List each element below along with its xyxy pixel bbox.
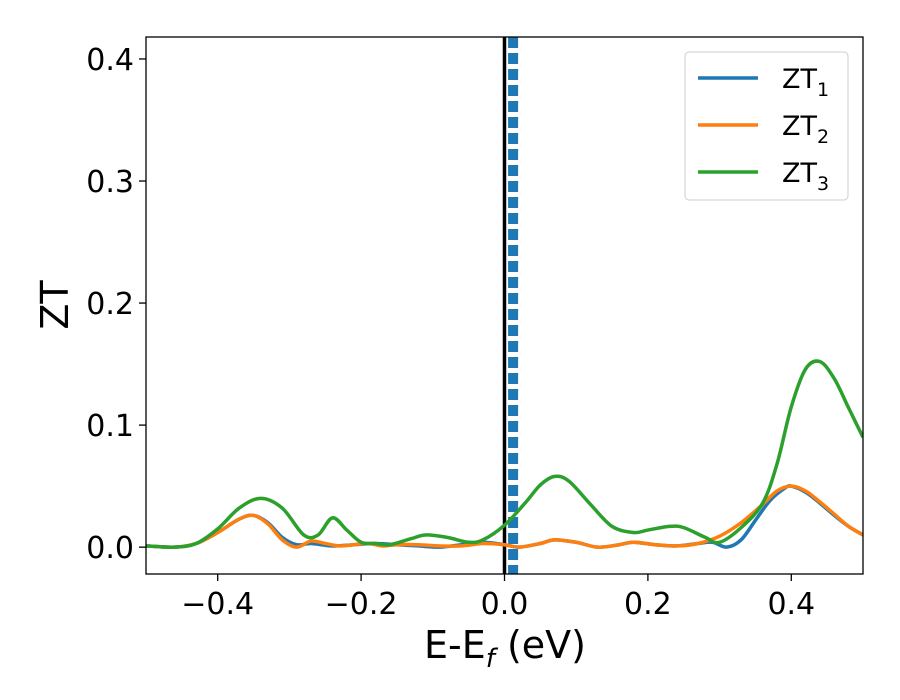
legend-label-zt1: ZT1 [782, 64, 829, 101]
x-tick-label: −0.2 [325, 587, 398, 622]
x-axis-label: E-Ef (eV) [424, 623, 586, 674]
x-tick-label: 0.2 [624, 587, 672, 622]
x-tick-label: 0.4 [767, 587, 815, 622]
y-axis: 0.0 0.1 0.2 0.3 0.4 [86, 43, 146, 566]
series-line-zt2 [146, 484, 863, 549]
y-tick-label: 0.4 [86, 43, 134, 78]
y-tick-label: 0.2 [86, 287, 134, 322]
y-axis-label: ZT [33, 280, 77, 330]
x-tick-label: −0.4 [181, 587, 254, 622]
legend-box [684, 51, 849, 201]
y-tick-label: 0.3 [86, 165, 134, 200]
legend-label-zt2: ZT2 [782, 111, 829, 148]
x-tick-label: 0.0 [481, 587, 529, 622]
x-axis: −0.4 −0.2 0.0 0.2 0.4 [181, 574, 815, 622]
y-tick-label: 0.0 [86, 531, 134, 566]
series-line-zt3 [146, 359, 863, 549]
plot-area [146, 37, 863, 574]
y-tick-label: 0.1 [86, 409, 134, 444]
legend: ZT1 ZT2 ZT3 [684, 51, 849, 201]
legend-label-zt3: ZT3 [782, 158, 829, 195]
